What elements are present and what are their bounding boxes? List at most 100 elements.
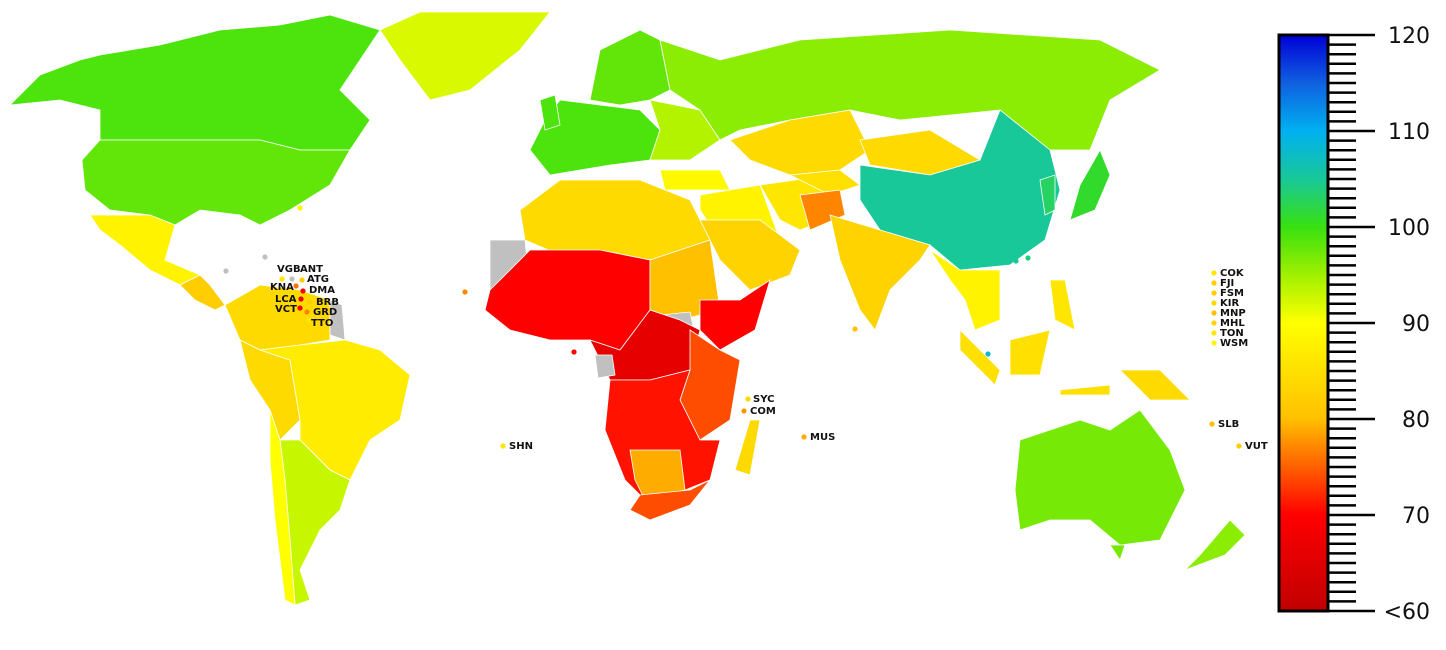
marker-shn	[500, 443, 506, 449]
island-marker	[262, 254, 268, 260]
region-canada	[8, 14, 381, 151]
region-south-africa	[629, 479, 711, 521]
label-fsm: FSM	[1220, 288, 1244, 299]
marker-atg	[299, 277, 305, 283]
marker-mnp	[1211, 310, 1217, 316]
label-vct: VCT	[275, 304, 297, 315]
label-fji: FJI	[1220, 278, 1234, 289]
region-philippines	[1049, 279, 1076, 331]
region-australia	[1014, 409, 1186, 546]
island-marker	[852, 326, 858, 332]
label-cok: COK	[1220, 268, 1245, 279]
region-papua-new-guinea	[1119, 369, 1191, 401]
region-french-guiana	[329, 299, 346, 341]
marker-kna	[293, 283, 299, 289]
legend-tick-label: 80	[1402, 408, 1430, 433]
marker-wsm	[1211, 340, 1217, 346]
region-tasmania	[1109, 544, 1126, 561]
label-syc: SYC	[753, 394, 774, 405]
region-greenland	[379, 11, 551, 101]
marker-fji	[1211, 280, 1217, 286]
region-southeast-asia	[929, 249, 1001, 331]
marker-ant	[289, 276, 295, 282]
label-wsm: WSM	[1220, 338, 1248, 349]
legend-tick-labels: 120 110 100 90 80 70 <60	[1384, 24, 1430, 625]
country-regions	[8, 11, 1246, 606]
region-brazil	[259, 339, 411, 481]
label-slb: SLB	[1218, 419, 1239, 430]
region-indonesia	[959, 329, 1001, 386]
island-marker	[985, 351, 991, 357]
label-kir: KIR	[1220, 298, 1239, 309]
label-com: COM	[750, 406, 776, 417]
island-marker	[1013, 258, 1019, 264]
region-gabon	[594, 354, 616, 379]
marker-kir	[1211, 300, 1217, 306]
region-usa	[81, 139, 351, 226]
marker-ton	[1211, 330, 1217, 336]
label-lca: LCA	[275, 294, 297, 305]
label-mus: MUS	[810, 432, 835, 443]
legend-tick-label: 110	[1388, 120, 1430, 145]
label-kna: KNA	[270, 282, 294, 293]
island-marker	[297, 205, 303, 211]
label-mhl: MHL	[1220, 318, 1245, 329]
label-vut: VUT	[1245, 441, 1268, 452]
legend-tick-label: 120	[1388, 24, 1430, 49]
region-kazakhstan	[729, 109, 871, 176]
region-russia	[659, 29, 1161, 151]
label-ant: ANT	[300, 264, 323, 275]
region-saudi-arabia	[699, 219, 801, 291]
region-chile	[269, 409, 296, 606]
region-turkey	[659, 169, 731, 191]
color-legend: 120 110 100 90 80 70 <60	[1277, 24, 1430, 625]
region-indonesia	[1059, 384, 1111, 396]
legend-tick-label: 100	[1388, 216, 1430, 241]
marker-mhl	[1211, 320, 1217, 326]
label-shn: SHN	[509, 441, 533, 452]
label-mnp: MNP	[1220, 308, 1246, 319]
marker-vct	[297, 305, 303, 311]
region-madagascar	[734, 419, 761, 476]
legend-tick-label: 90	[1402, 312, 1430, 337]
region-scandinavia	[589, 29, 671, 106]
region-korea	[1039, 174, 1056, 216]
marker-slb	[1209, 421, 1215, 427]
marker-dma	[300, 288, 306, 294]
island-marker	[1025, 255, 1031, 261]
label-brb: BRB	[316, 297, 339, 308]
island-marker	[571, 349, 577, 355]
label-grd: GRD	[313, 307, 337, 318]
marker-mus	[801, 434, 807, 440]
label-ton: TON	[1220, 328, 1244, 339]
marker-lca	[298, 296, 304, 302]
label-vgb: VGB	[277, 264, 301, 275]
island-marker	[223, 268, 229, 274]
legend-colorbar	[1277, 33, 1330, 613]
marker-grd	[304, 309, 310, 315]
marker-vut	[1236, 443, 1242, 449]
region-north-africa	[519, 179, 711, 261]
legend-ticks	[1328, 33, 1375, 613]
marker-syc	[745, 396, 751, 402]
legend-tick-label: 70	[1402, 504, 1430, 529]
marker-com	[741, 408, 747, 414]
region-mexico	[89, 214, 201, 286]
region-new-zealand	[1184, 519, 1246, 571]
marker-brb	[307, 299, 313, 305]
region-india	[829, 214, 931, 331]
island-marker	[462, 289, 468, 295]
legend-tick-label: <60	[1384, 600, 1430, 625]
region-japan	[1069, 149, 1111, 221]
marker-cok	[1211, 270, 1217, 276]
label-tto: TTO	[311, 318, 333, 329]
label-dma: DMA	[309, 285, 335, 296]
marker-tto	[306, 317, 312, 323]
region-uk	[539, 94, 561, 131]
label-atg: ATG	[307, 274, 329, 285]
region-indonesia	[1009, 329, 1051, 376]
marker-vgb	[279, 276, 285, 282]
region-afghanistan	[799, 189, 846, 231]
